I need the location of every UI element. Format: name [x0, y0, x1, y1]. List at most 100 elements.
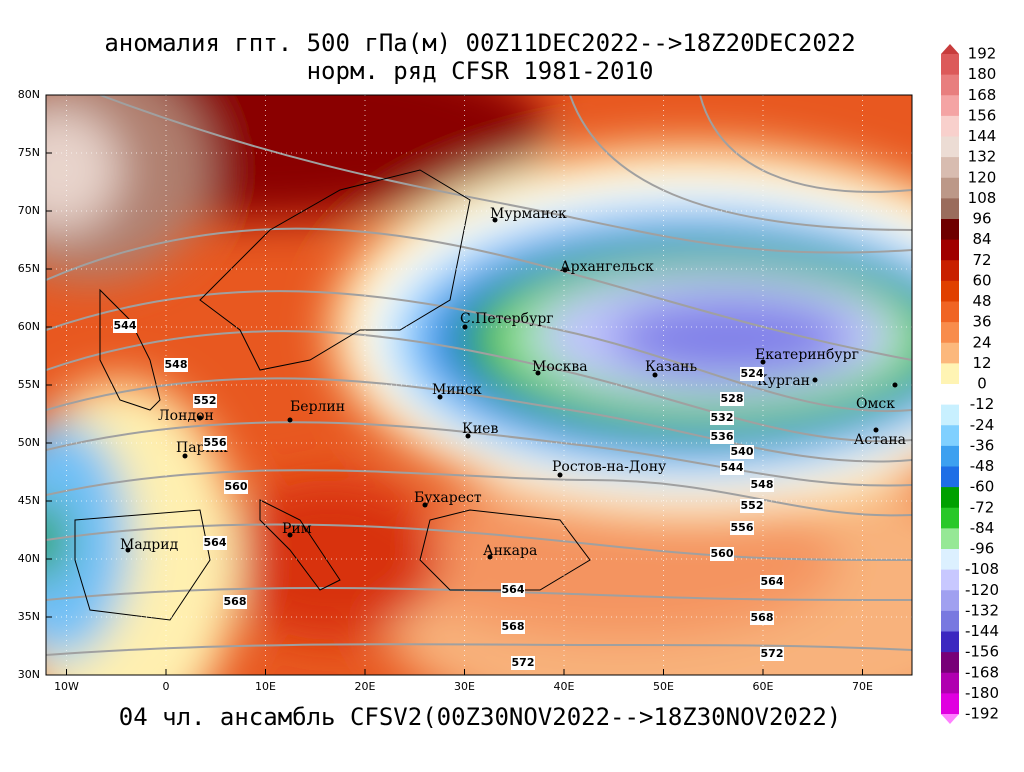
city-dot — [487, 554, 493, 560]
colorbar-band — [941, 384, 959, 406]
lat-label: 75N — [18, 146, 40, 159]
city-label: Берлин — [290, 399, 345, 415]
annotations: 80N 75N 70N 65N 60N 55N 50N 45N 40N 35N 30N 10W 0 10E… — [18, 44, 999, 724]
contour-label: 536 — [711, 430, 734, 443]
city-label: Рим — [282, 521, 312, 537]
city-dot — [535, 370, 541, 376]
coast — [419, 509, 591, 591]
city-label: Курган — [757, 373, 810, 389]
colorbar-band — [941, 198, 959, 220]
city-label: Омск — [856, 396, 895, 412]
colorbar-label: -60 — [970, 478, 995, 496]
contour-label: 568 — [751, 611, 774, 624]
contour-label-bg — [164, 358, 188, 372]
city-dot — [492, 217, 498, 223]
contour-label: 544 — [114, 319, 137, 332]
colorbar-label: 48 — [972, 292, 991, 310]
lat-label: 30N — [18, 668, 40, 681]
contour-label-bg — [710, 547, 734, 561]
lat-label: 70N — [18, 204, 40, 217]
contour-label-bg — [113, 319, 137, 333]
lon-label: 50E — [653, 680, 674, 693]
city-label: Ростов-на-Дону — [552, 459, 667, 475]
lon-label: 10W — [54, 680, 79, 693]
city-dot — [892, 382, 898, 388]
colorbar-band — [941, 549, 959, 571]
city-dot — [437, 394, 443, 400]
colorbar-band — [941, 404, 959, 426]
city-label: Казань — [645, 359, 697, 375]
colorbar-label: 36 — [972, 313, 991, 331]
shade — [46, 501, 65, 579]
colorbar-label: 72 — [972, 251, 991, 269]
lon-label: 0 — [163, 680, 170, 693]
colorbar-band — [941, 528, 959, 550]
city-label: Екатеринбург — [755, 347, 859, 363]
city-dot — [873, 427, 879, 433]
colorbar-label: -120 — [965, 581, 999, 599]
colorbar-band — [941, 487, 959, 509]
contour-label-bg — [760, 647, 784, 661]
colorbar-label: 12 — [972, 354, 991, 372]
city-dot — [287, 532, 293, 538]
colorbar-band — [941, 445, 959, 467]
colorbar-band — [941, 219, 959, 241]
colorbar-band — [941, 466, 959, 488]
colorbar-label: 60 — [972, 271, 991, 289]
city-label: Киев — [462, 421, 498, 437]
contour-label: 548 — [751, 478, 774, 491]
colorbar-band — [941, 260, 959, 282]
colorbar-label: 144 — [968, 127, 997, 145]
colorbar-label: -132 — [965, 601, 999, 619]
colorbar-end — [941, 44, 959, 54]
contour-label: 560 — [225, 480, 248, 493]
lat-label: 60N — [18, 320, 40, 333]
lon-label: 30E — [454, 680, 475, 693]
city-dot — [182, 453, 188, 459]
colorbar-band — [941, 115, 959, 137]
contour-label: 548 — [165, 358, 188, 371]
contour-label-bg — [740, 499, 764, 513]
city-label: Астана — [854, 432, 906, 448]
city-dot — [422, 502, 428, 508]
contour-line — [699, 95, 912, 193]
contour-label-bg — [501, 620, 525, 634]
colorbar-band — [941, 507, 959, 529]
lon-label: 60E — [753, 680, 774, 693]
contour-label: 560 — [711, 547, 734, 560]
contour-label-bg — [501, 583, 525, 597]
city-label: Мадрид — [120, 537, 179, 553]
colorbar-band — [941, 631, 959, 653]
contour-label-bg — [193, 394, 217, 408]
contour-label-bg — [710, 430, 734, 444]
lat-label: 35N — [18, 610, 40, 623]
colorbar-band — [941, 425, 959, 447]
colorbar-label: -24 — [970, 416, 995, 434]
lat-label: 40N — [18, 552, 40, 565]
colorbar-band — [941, 590, 959, 612]
colorbar-label: -144 — [965, 622, 999, 640]
colorbar-label: 24 — [972, 333, 991, 351]
colorbar-label: -48 — [970, 457, 995, 475]
city-label: Мурманск — [490, 206, 567, 222]
contour-label: 524 — [741, 367, 764, 380]
contour-label: 556 — [204, 436, 227, 449]
contour-label: 564 — [204, 536, 227, 549]
contour-label: 540 — [731, 445, 754, 458]
lat-label: 65N — [18, 262, 40, 275]
contour-line — [46, 587, 912, 601]
contour-label-bg — [750, 611, 774, 625]
shade — [46, 110, 120, 230]
coast — [259, 499, 341, 591]
colorbar-label: 132 — [968, 148, 997, 166]
height-contours — [46, 95, 912, 656]
graticule — [46, 95, 912, 675]
city-dot — [465, 433, 471, 439]
lat-label: 50N — [18, 436, 40, 449]
lon-label: 70E — [852, 680, 873, 693]
contour-label: 564 — [502, 583, 525, 596]
colorbar-label: -192 — [965, 705, 999, 723]
colorbar-band — [941, 610, 959, 632]
contour-label-bg — [223, 595, 247, 609]
colorbar-label: 168 — [968, 86, 997, 104]
